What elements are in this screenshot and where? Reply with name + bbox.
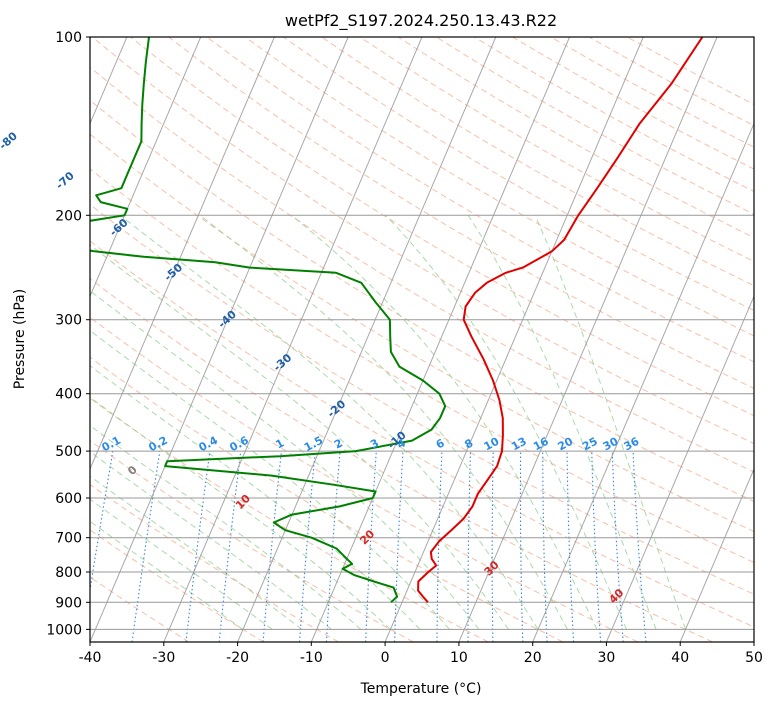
mixing-ratio-label: 36 (622, 435, 642, 454)
isotherm-line (458, 37, 718, 642)
dry-adiabat-line (244, 37, 754, 337)
plot-area (90, 37, 754, 642)
moist-adiabat-line (90, 329, 450, 630)
moist-adiabat-line (90, 498, 273, 630)
isotherm-line (90, 37, 275, 471)
mixing-ratio-label: 13 (509, 435, 529, 454)
isotherm-line (753, 640, 754, 642)
mixing-ratio-label: 25 (580, 435, 600, 454)
dewpoint-profile-line (90, 37, 447, 604)
x-axis: -40 -30 -20 -10 0 10 20 30 40 50 (79, 642, 763, 666)
mixing-ratio-label: 30 (601, 435, 621, 454)
isotherm-line (605, 295, 754, 642)
x-tick-label: 50 (745, 650, 763, 666)
y-tick-label: 800 (55, 565, 82, 581)
isotherm-line (237, 37, 497, 642)
x-tick-label: 0 (381, 650, 390, 666)
moist-adiabat-line (291, 214, 598, 630)
dry-adiabat-line (90, 133, 754, 533)
y-tick-label: 700 (55, 531, 82, 547)
dry-adiabat-line (90, 397, 489, 642)
mixing-ratio-label: 16 (531, 435, 551, 454)
isobars (90, 37, 754, 630)
plot-frame (89, 36, 755, 643)
y-tick-label: 100 (55, 30, 82, 46)
mixing-ratio-line (299, 451, 316, 642)
x-tick-label: 10 (450, 650, 468, 666)
isotherm-label: -70 (53, 169, 77, 192)
y-axis-label: Pressure (hPa) (12, 289, 28, 389)
y-tick-label: 400 (55, 387, 82, 403)
dry-adiabat-line (90, 278, 713, 642)
mixing-ratio-label: 20 (556, 435, 576, 454)
x-tick-label: 20 (524, 650, 542, 666)
mixing-ratio-line (185, 451, 211, 642)
x-tick-label: -30 (152, 650, 175, 666)
dry-adiabat-line (90, 99, 754, 502)
y-axis: 1000 900 800 700 600 500 400 300 200 100 (46, 30, 90, 638)
mixing-ratio-line (262, 451, 283, 642)
y-tick-label: 600 (55, 491, 82, 507)
y-tick-label: 200 (55, 208, 82, 224)
dry-adiabat-line (91, 37, 754, 445)
dry-adiabat-line (130, 37, 754, 417)
mixing-ratio-line (632, 451, 647, 642)
isotherm-label: -80 (0, 129, 20, 152)
isotherm-line (679, 467, 754, 642)
x-tick-label: -10 (300, 650, 323, 666)
chart-title: wetPf2_S197.2024.250.13.43.R22 (285, 11, 557, 31)
isotherm-line (90, 37, 202, 298)
dry-adiabat-line (90, 203, 754, 595)
mixing-ratio-label: 10 (482, 435, 502, 454)
profiles (90, 37, 704, 604)
moist-adiabat-line (90, 290, 480, 630)
dry-adiabat-line (90, 356, 564, 642)
x-axis-label: Temperature (°C) (360, 681, 482, 697)
dry-adiabat-line (90, 483, 339, 642)
dry-adiabat-line (90, 240, 754, 628)
isotherm-line (384, 37, 644, 642)
isotherm-line (532, 122, 754, 642)
isotherms (90, 37, 754, 642)
y-tick-label: 500 (55, 444, 82, 460)
dry-adiabat-line (283, 37, 754, 312)
isotherm-line (163, 37, 423, 642)
x-tick-label: -20 (226, 650, 249, 666)
x-tick-label: 30 (597, 650, 615, 666)
x-tick-label: -40 (79, 650, 102, 666)
moist-adiabat-line (90, 520, 244, 630)
y-tick-label: 300 (55, 313, 82, 329)
temperature-profile-line (417, 37, 704, 603)
moist-adiabat-line (90, 396, 391, 630)
dry-adiabat-line (90, 529, 265, 642)
mixing-ratio-line (218, 451, 242, 642)
x-tick-label: 40 (671, 650, 689, 666)
moist-adiabat-line (90, 244, 509, 630)
isotherm-line (310, 37, 571, 642)
y-tick-label: 1000 (46, 622, 82, 638)
isotherm-line (90, 37, 349, 642)
y-tick-label: 900 (55, 595, 82, 611)
